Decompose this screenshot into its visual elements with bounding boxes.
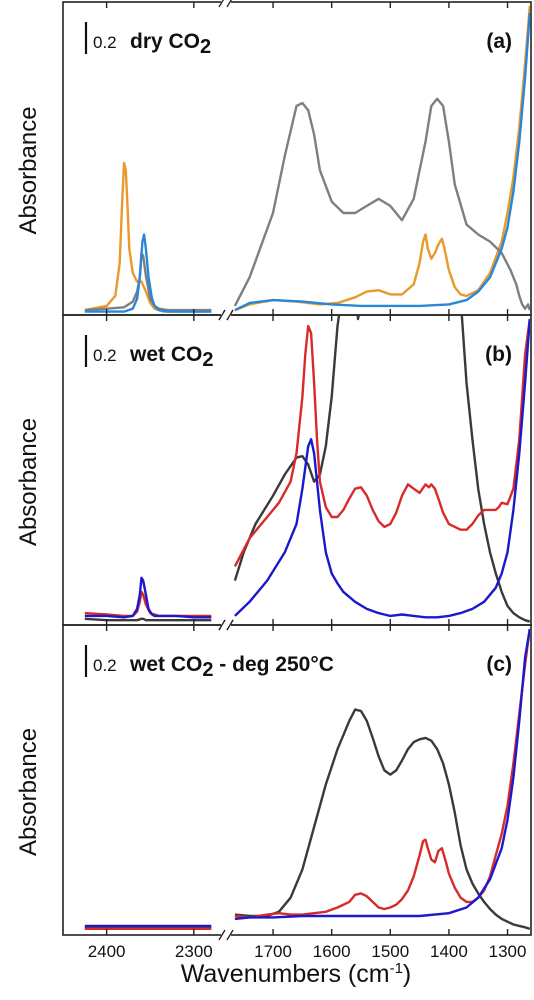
series-line-panel-1-6 (234, 13, 530, 312)
panel-title: wet CO2 - deg 250°C (129, 653, 334, 681)
x-tick-label: 2300 (175, 942, 213, 961)
series-line-panel-2-6 (234, 318, 530, 619)
axis-break-mark-panel-3 (226, 929, 234, 941)
y-axis-label: Absorbance (15, 106, 42, 234)
axis-break-gap-panel-3-2 (221, 932, 231, 938)
axis-break-gap-panel-3-1 (221, 622, 231, 628)
x-tick-label: 1700 (254, 942, 292, 961)
axis-break-mark-panel-1 (218, 0, 224, 8)
x-tick-label: 1600 (313, 942, 351, 961)
axis-break-mark-panel-2 (218, 309, 226, 321)
series-line-panel-1-3 (84, 251, 212, 312)
panel-label: (b) (485, 343, 512, 366)
axis-break-mark-panel-1 (226, 0, 232, 8)
series-line-panel-3-2 (234, 708, 530, 930)
series-line-panel-1-5 (84, 233, 212, 313)
axis-break-mark-panel-2 (226, 309, 234, 321)
x-tick-label: 1300 (489, 942, 527, 961)
x-axis-label: Wavenumbers (cm-1) (181, 960, 412, 988)
series-line-panel-2-4 (233, 318, 530, 567)
panel-title: wet CO2 (129, 343, 213, 371)
panel-label: (c) (486, 653, 512, 676)
scale-bar-label: 0.2 (93, 346, 117, 365)
y-axis-label: Absorbance (15, 418, 42, 546)
panel-title: dry CO2 (130, 30, 211, 58)
series-line-panel-2-1 (84, 617, 212, 622)
axis-break-mark-panel-3 (226, 619, 234, 631)
axis-break-mark-panel-3 (218, 929, 226, 941)
scale-bar-label: 0.2 (93, 656, 117, 675)
axis-break-gap-panel-1-1 (221, 0, 231, 5)
series-line-panel-2-2 (233, 316, 530, 623)
x-tick-label: 1400 (430, 942, 468, 961)
x-tick-label: 1500 (371, 942, 409, 961)
x-tick-label: 2400 (88, 942, 126, 961)
axis-break-mark-panel-3 (218, 619, 226, 631)
scale-bar-label: 0.2 (93, 33, 117, 52)
series-line-panel-1-4 (233, 97, 530, 311)
series-line-panel-2-5 (84, 576, 212, 619)
series-line-panel-3-6 (234, 628, 530, 921)
series-line-panel-1-2 (234, 5, 530, 312)
plot-frame-panel-3 (62, 624, 532, 936)
y-axis-label: Absorbance (15, 728, 42, 856)
axis-break-gap-panel-2-1 (221, 312, 231, 318)
panel-label: (a) (486, 30, 512, 53)
